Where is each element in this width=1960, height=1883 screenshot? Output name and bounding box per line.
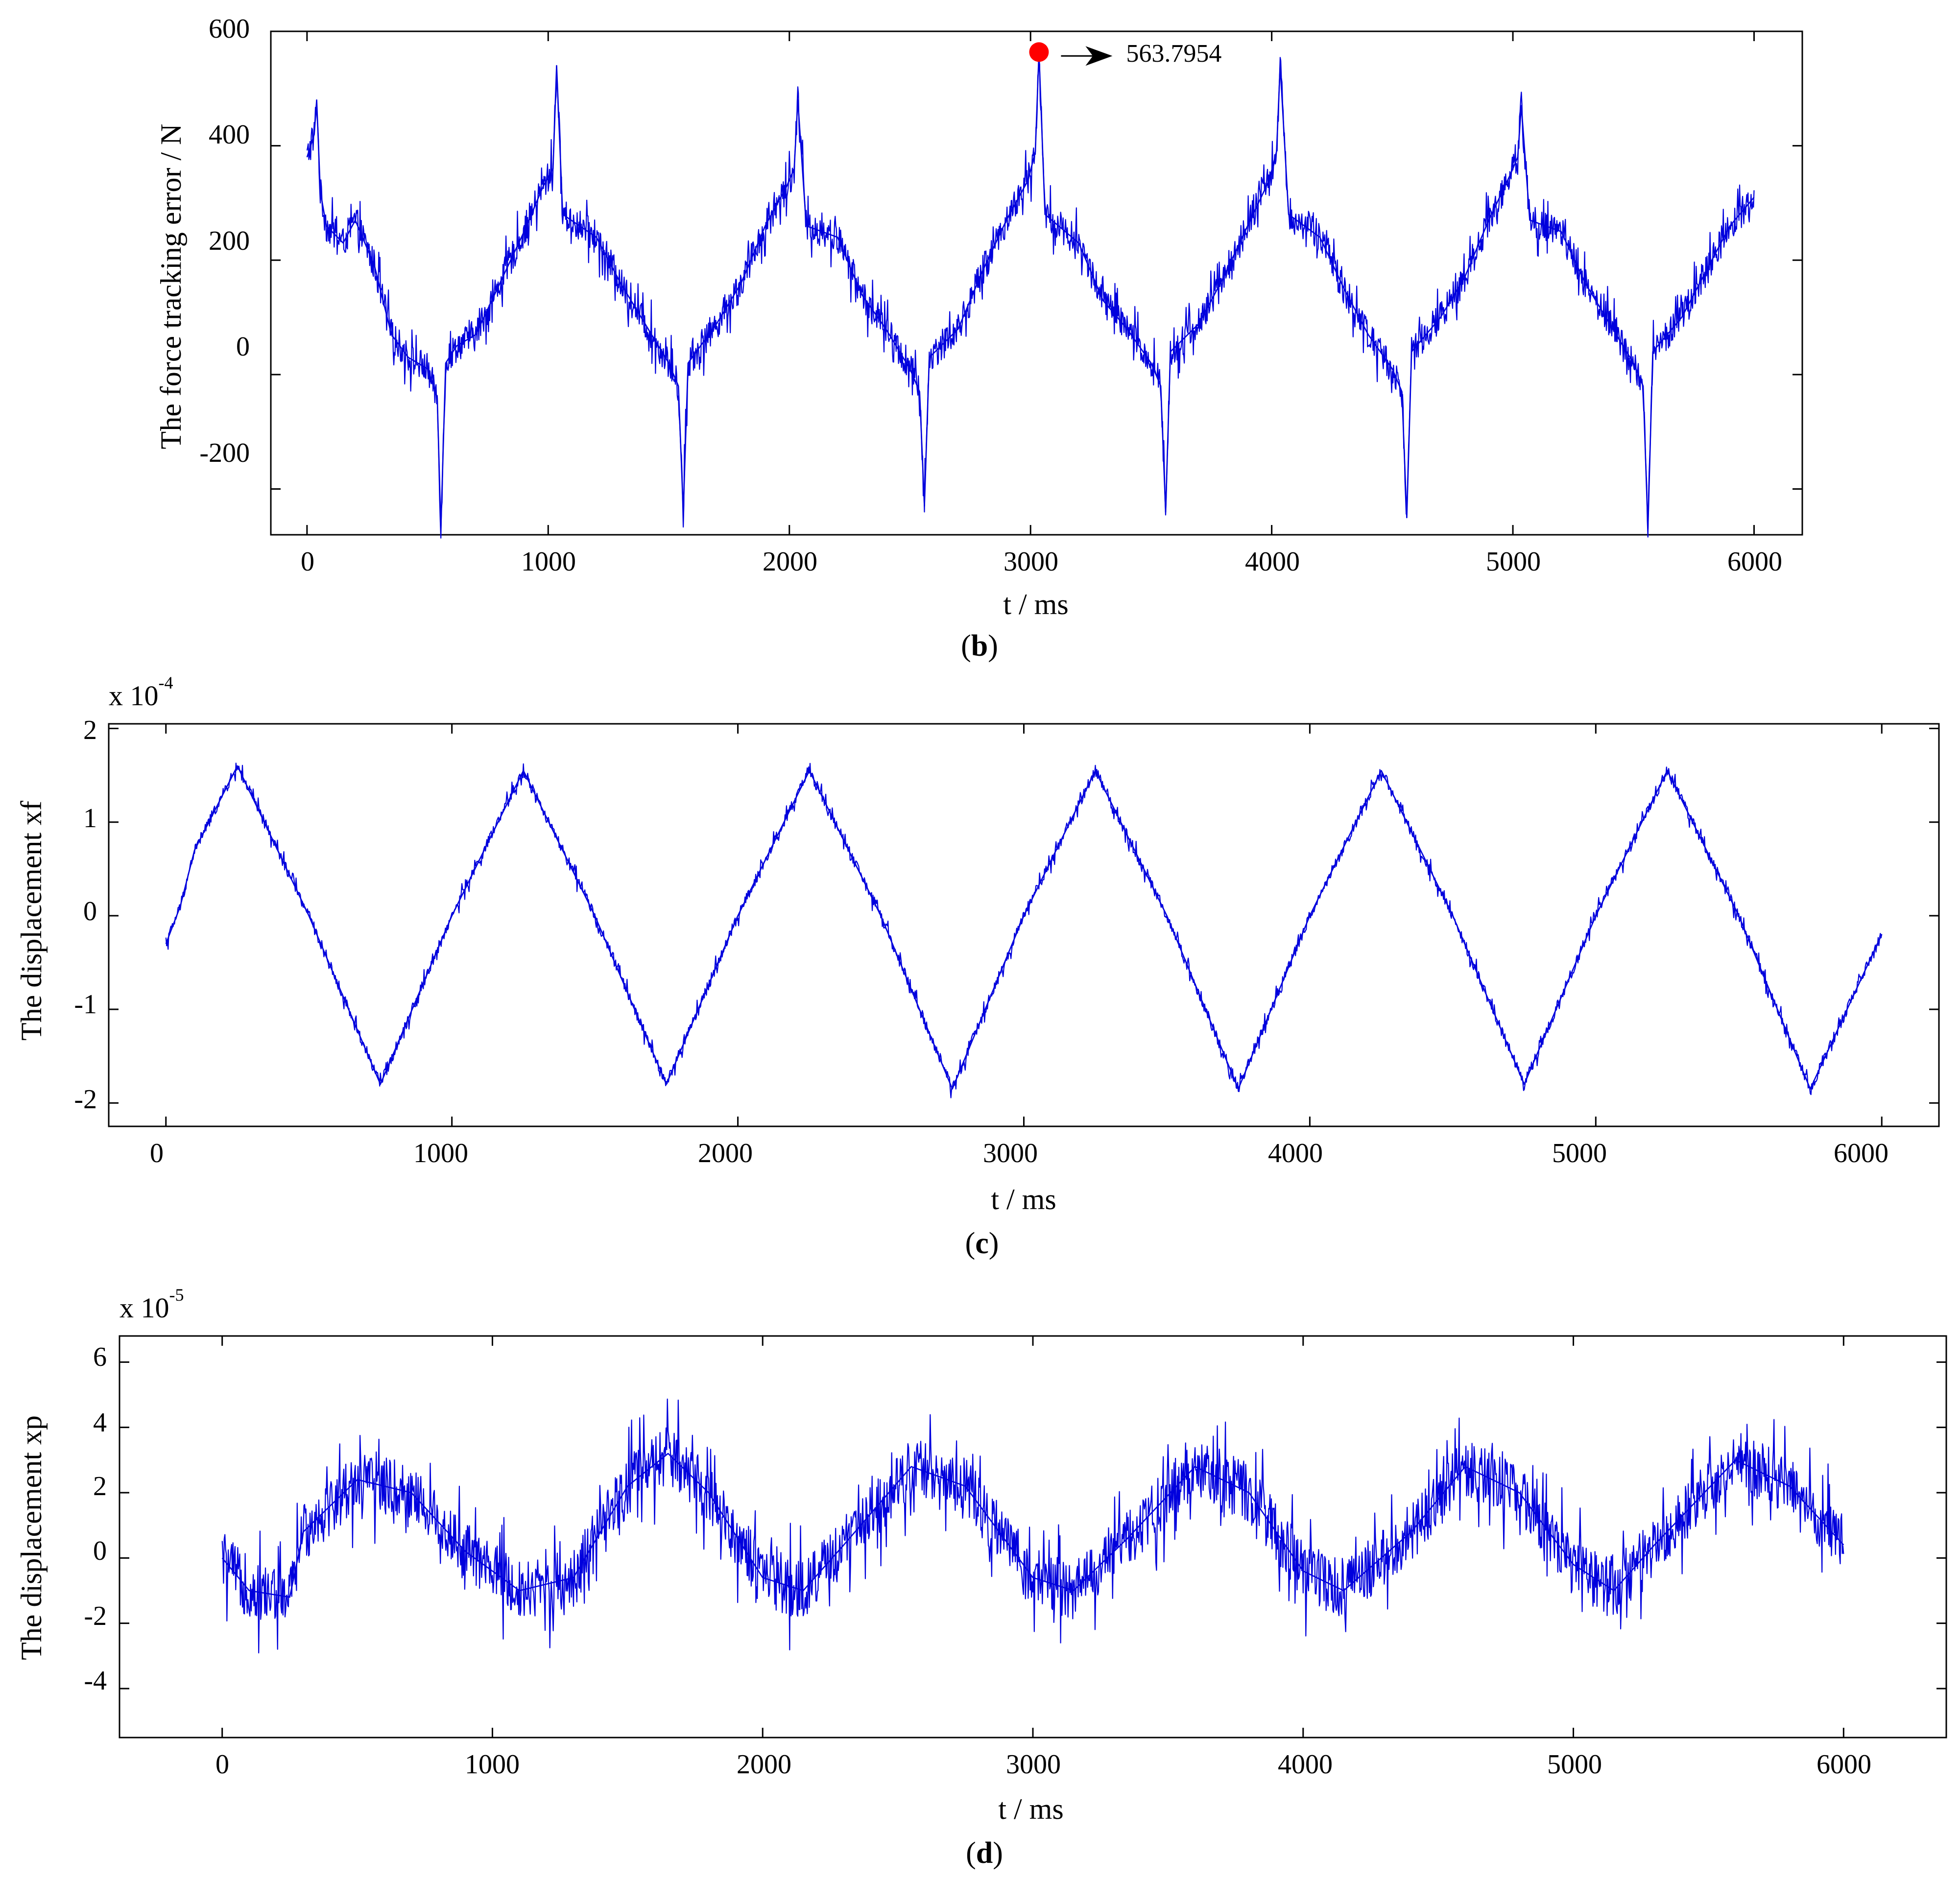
- plot-frame: [108, 723, 1940, 1127]
- annotation-arrow-head: [1085, 46, 1113, 66]
- series-trend-displacement-xf: [165, 765, 1883, 1090]
- series-line-displacement-xf: [165, 763, 1883, 1098]
- chart-b-marks: 563.7954: [271, 30, 1802, 539]
- y-axis-label: The force tracking error / N: [155, 124, 187, 450]
- x-tick-label-1000: 1000: [413, 1138, 468, 1168]
- x-axis-label: t / ms: [991, 1183, 1056, 1216]
- y-axis-label: The displacement xf: [15, 801, 48, 1041]
- exponent-power: -5: [169, 1285, 184, 1305]
- x-tick-label-4000: 4000: [1278, 1749, 1333, 1780]
- panel-c: x 10-4 2 1 0 -1 -2 0 1000 2000 3000 4000…: [15, 673, 1940, 1260]
- plot-frame: [270, 30, 1803, 536]
- y-tick-label-4: 4: [93, 1407, 107, 1438]
- y-tick-label-minus-4: -4: [84, 1666, 107, 1696]
- y-tick-label-400: 400: [209, 119, 250, 150]
- y-tick-label-0: 0: [93, 1536, 107, 1566]
- series-trend-force-tracking-error: [306, 51, 1755, 530]
- y-tick-label-minus-2: -2: [74, 1084, 97, 1115]
- peak-marker: [1029, 42, 1049, 62]
- x-tick-label-6000: 6000: [1834, 1138, 1888, 1168]
- y-tick-label-0: 0: [83, 896, 97, 927]
- x-tick-label-0: 0: [301, 547, 314, 577]
- annotation-value: 563.7954: [1126, 40, 1221, 68]
- y-tick-label-600: 600: [209, 14, 250, 44]
- x-tick-label-2000: 2000: [737, 1749, 791, 1780]
- x-tick-label-1000: 1000: [521, 547, 576, 577]
- exponent-base: x 10: [120, 1292, 169, 1324]
- x-tick-label-3000: 3000: [1004, 547, 1058, 577]
- x-tick-label-6000: 6000: [1817, 1749, 1871, 1780]
- y-tick-label-2: 2: [83, 715, 97, 745]
- panel-label: (b): [961, 629, 998, 663]
- x-tick-label-2000: 2000: [763, 547, 817, 577]
- exponent-power: -4: [159, 673, 173, 692]
- y-axis-label: The displacement xp: [15, 1415, 48, 1660]
- x-axis-label: t / ms: [1003, 588, 1068, 620]
- x-tick-label-5000: 5000: [1552, 1138, 1607, 1168]
- panel-d: x 10-5 6 4 2 0 -2 -4 0 1000 2000 3000 40…: [15, 1285, 1947, 1870]
- series-line-displacement-xp: [221, 1398, 1844, 1654]
- x-tick-label-4000: 4000: [1268, 1138, 1323, 1168]
- x-tick-label-3000: 3000: [983, 1138, 1038, 1168]
- x-tick-label-4000: 4000: [1245, 547, 1300, 577]
- chart-c-marks: [109, 724, 1939, 1126]
- series-trend-displacement-xp: [221, 1453, 1844, 1598]
- panel-label: (d): [966, 1836, 1003, 1870]
- y-tick-label-minus-1: -1: [74, 989, 97, 1020]
- x-tick-label-3000: 3000: [1006, 1749, 1061, 1780]
- y-tick-label-0: 0: [236, 332, 250, 362]
- x-tick-label-2000: 2000: [698, 1138, 753, 1168]
- panel-b: 600 400 200 0 -200 0 1000 2000 3000 4000…: [155, 14, 1803, 663]
- exponent-label: x 10-4: [109, 673, 173, 712]
- y-tick-label-2: 2: [93, 1471, 107, 1502]
- y-tick-label-1: 1: [83, 803, 97, 834]
- x-tick-label-5000: 5000: [1547, 1749, 1602, 1780]
- chart-d-marks: [120, 1336, 1946, 1738]
- x-tick-label-5000: 5000: [1486, 547, 1541, 577]
- x-tick-label-0: 0: [150, 1138, 164, 1168]
- panel-letter: c: [975, 1227, 989, 1260]
- y-tick-label-minus-200: -200: [199, 438, 250, 468]
- panel-letter: b: [971, 629, 988, 663]
- panel-letter: d: [976, 1836, 993, 1870]
- x-tick-label-1000: 1000: [465, 1749, 520, 1780]
- x-tick-label-6000: 6000: [1727, 547, 1782, 577]
- panel-label: (c): [965, 1227, 999, 1260]
- y-tick-label-6: 6: [93, 1342, 107, 1372]
- exponent-label: x 10-5: [120, 1285, 184, 1324]
- y-tick-label-200: 200: [209, 226, 250, 256]
- series-line-force-tracking-error: [306, 57, 1755, 539]
- x-tick-label-0: 0: [215, 1749, 229, 1780]
- plot-frame: [119, 1335, 1947, 1739]
- x-axis-label: t / ms: [998, 1793, 1063, 1825]
- y-tick-label-minus-2: -2: [84, 1601, 107, 1631]
- exponent-base: x 10: [109, 680, 159, 712]
